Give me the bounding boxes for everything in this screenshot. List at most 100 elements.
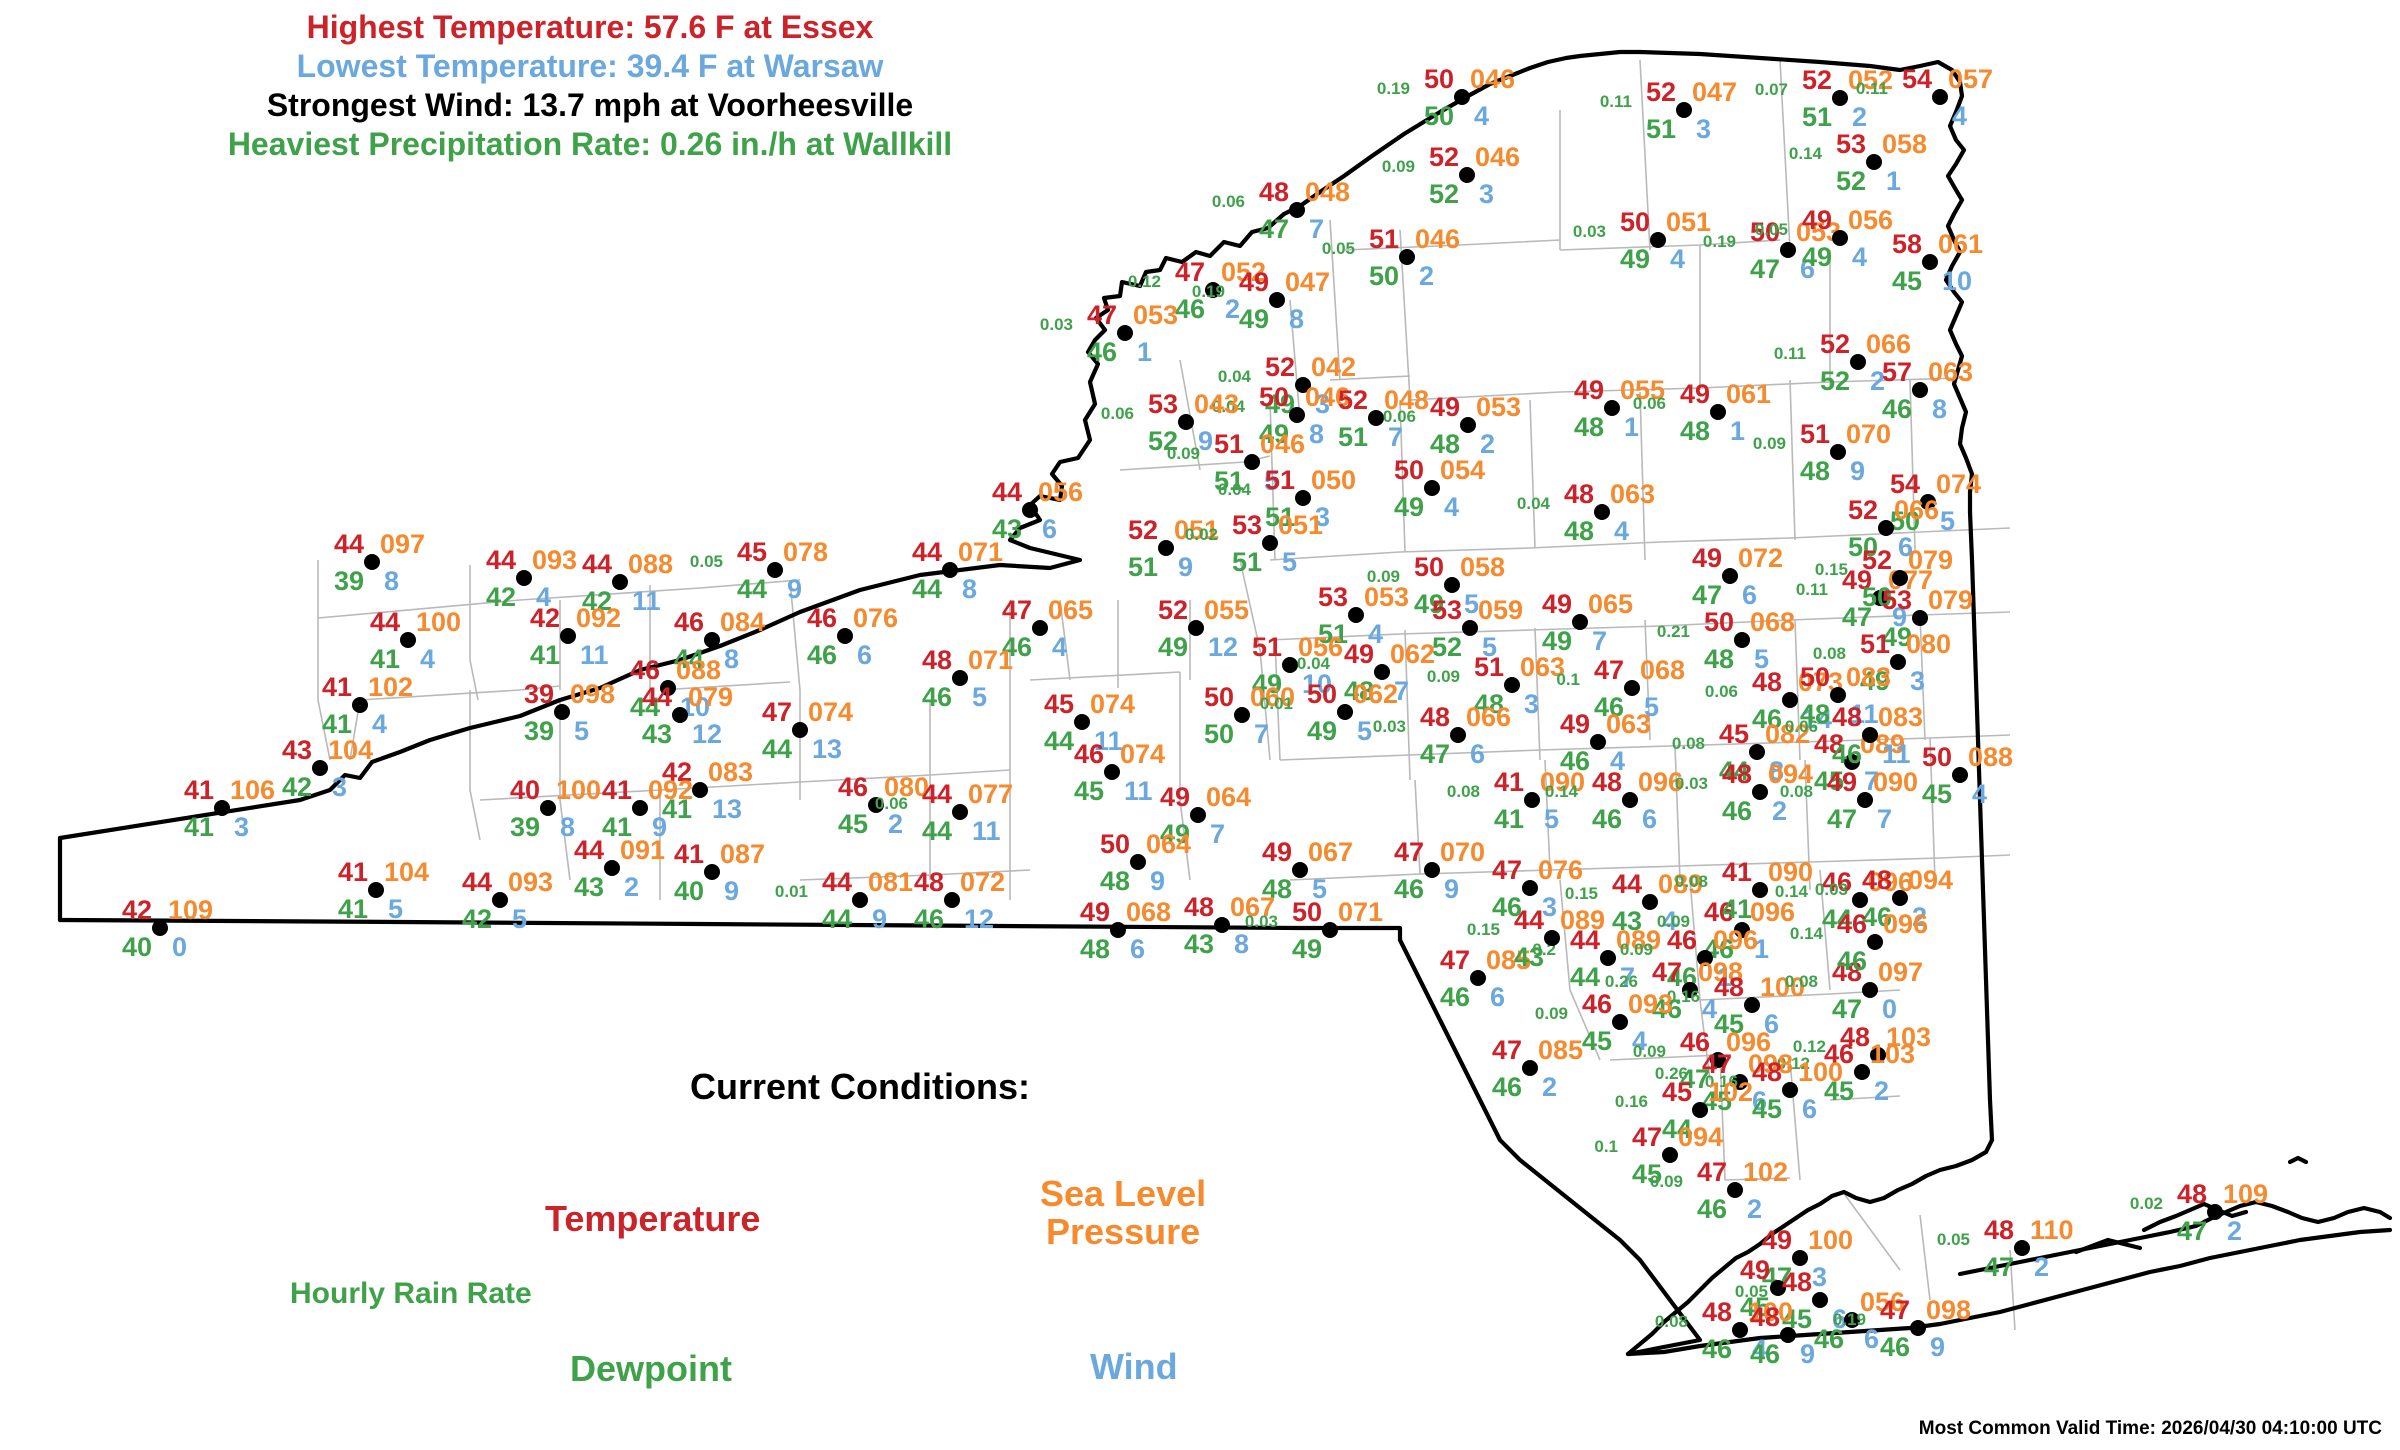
station-rain-rate: 0.06 bbox=[1632, 394, 1666, 413]
station-dot-icon bbox=[1374, 664, 1390, 680]
station-dewpoint: 41 bbox=[321, 709, 352, 739]
station-sea-level-pressure: 042 bbox=[1311, 352, 1357, 382]
station-dewpoint: 50 bbox=[1889, 506, 1920, 536]
station-rain-rate: 0.06 bbox=[1784, 717, 1818, 736]
station-temperature: 48 bbox=[1839, 1022, 1870, 1052]
station-dewpoint: 46 bbox=[921, 682, 952, 712]
station-sea-level-pressure: 074 bbox=[1936, 469, 1982, 499]
station-dot-icon bbox=[1337, 704, 1353, 720]
station-rain-rate: 0.09 bbox=[1752, 434, 1786, 453]
station-temperature: 52 bbox=[1127, 515, 1158, 545]
station-dot-icon bbox=[1662, 1147, 1678, 1163]
station-temperature: 53 bbox=[1317, 582, 1348, 612]
station-dewpoint: 46 bbox=[1651, 994, 1682, 1024]
station-sea-level-pressure: 083 bbox=[1846, 662, 1892, 692]
station-dewpoint: 42 bbox=[461, 904, 492, 934]
station-sea-level-pressure: 102 bbox=[368, 672, 414, 702]
station-rain-rate: 0.09 bbox=[1656, 912, 1690, 931]
station-dot-icon bbox=[604, 860, 620, 876]
station-temperature: 48 bbox=[1831, 702, 1862, 732]
station-dewpoint: 45 bbox=[1631, 1159, 1662, 1189]
station-sea-level-pressure: 046 bbox=[1475, 142, 1521, 172]
headline-block: Highest Temperature: 57.6 F at Essex Low… bbox=[0, 8, 1180, 164]
station-wind: 9 bbox=[1198, 426, 1214, 456]
station-sea-level-pressure: 100 bbox=[1748, 1297, 1794, 1327]
station-dewpoint: 46 bbox=[1491, 892, 1522, 922]
station-dot-icon bbox=[1920, 494, 1936, 510]
station-dot-icon bbox=[1832, 90, 1848, 106]
station-dewpoint: 46 bbox=[1559, 746, 1590, 776]
station-sea-level-pressure: 063 bbox=[1610, 479, 1656, 509]
station-dot-icon bbox=[364, 554, 380, 570]
station-dot-icon bbox=[1289, 407, 1305, 423]
station-sea-level-pressure: 088 bbox=[1968, 742, 2014, 772]
station-dot-icon bbox=[1612, 1014, 1628, 1030]
station-dot-icon bbox=[1295, 377, 1311, 393]
station-dot-icon bbox=[1424, 862, 1440, 878]
station-sea-level-pressure: 089 bbox=[1560, 905, 1606, 935]
station-dot-icon bbox=[1470, 970, 1486, 986]
station-wind: 4 bbox=[1444, 492, 1460, 522]
station-wind: 6 bbox=[1764, 1009, 1780, 1039]
station-sea-level-pressure: 079 bbox=[688, 682, 734, 712]
station-sea-level-pressure: 063 bbox=[1606, 709, 1652, 739]
station-temperature: 47 bbox=[761, 697, 792, 727]
station-temperature: 48 bbox=[1563, 479, 1594, 509]
station-dot-icon bbox=[1399, 249, 1415, 265]
station-sea-level-pressure: 047 bbox=[1692, 77, 1738, 107]
station-sea-level-pressure: 094 bbox=[1768, 759, 1814, 789]
station-rain-rate: 0.19 bbox=[1191, 282, 1225, 301]
station-temperature: 48 bbox=[913, 867, 944, 897]
station-dewpoint: 46 bbox=[1491, 1072, 1522, 1102]
station-wind: 11 bbox=[580, 640, 609, 670]
station-dot-icon bbox=[704, 864, 720, 880]
station-dot-icon bbox=[1158, 540, 1174, 556]
station-temperature: 49 bbox=[1801, 205, 1832, 235]
station-dewpoint: 47 bbox=[1826, 804, 1857, 834]
station-sea-level-pressure: 083 bbox=[708, 757, 754, 787]
station-temperature: 57 bbox=[1881, 357, 1912, 387]
station-sea-level-pressure: 051 bbox=[1278, 510, 1324, 540]
station-temperature: 49 bbox=[1429, 392, 1460, 422]
station-dewpoint: 51 bbox=[1231, 547, 1262, 577]
station-wind: 6 bbox=[1802, 1094, 1818, 1124]
station-rain-rate: 0.19 bbox=[1832, 1310, 1866, 1329]
station-rain-rate: 0.12 bbox=[1792, 1037, 1826, 1056]
station-temperature: 44 bbox=[1513, 905, 1544, 935]
station-rain-rate: 0.11 bbox=[1855, 79, 1888, 98]
station-sea-level-pressure: 100 bbox=[416, 607, 462, 637]
station-temperature: 50 bbox=[1258, 382, 1289, 412]
station-dewpoint: 46 bbox=[1593, 692, 1624, 722]
station-temperature: 46 bbox=[1679, 1027, 1710, 1057]
station-temperature: 52 bbox=[1337, 385, 1368, 415]
station-dewpoint: 49 bbox=[1238, 304, 1269, 334]
station-dewpoint: 47 bbox=[2176, 1216, 2207, 1246]
station-dot-icon bbox=[1752, 882, 1768, 898]
station-wind: 4 bbox=[1972, 779, 1988, 809]
station-dot-icon bbox=[944, 892, 960, 908]
station-dot-icon bbox=[1368, 410, 1384, 426]
station-dot-icon bbox=[1910, 1320, 1926, 1336]
station-sea-level-pressure: 052 bbox=[1221, 257, 1267, 287]
station-dot-icon bbox=[1892, 890, 1908, 906]
station-dot-icon bbox=[1852, 892, 1868, 908]
station-dewpoint: 45 bbox=[1921, 779, 1952, 809]
station-sea-level-pressure: 063 bbox=[1928, 357, 1974, 387]
station-wind: 12 bbox=[964, 904, 995, 934]
station-wind: 7 bbox=[1388, 422, 1404, 452]
station-temperature: 49 bbox=[1238, 267, 1269, 297]
station-rain-rate: 0.08 bbox=[1784, 972, 1818, 991]
state-border bbox=[57, 49, 2393, 1357]
station-rain-rate: 0.08 bbox=[1654, 1312, 1688, 1331]
station-wind: 2 bbox=[1480, 429, 1496, 459]
station-temperature: 41 bbox=[183, 775, 214, 805]
station-dot-icon bbox=[1744, 997, 1760, 1013]
station-wind: 5 bbox=[1754, 644, 1770, 674]
station-temperature: 48 bbox=[1749, 1302, 1780, 1332]
station-sea-level-pressure: 048 bbox=[1384, 385, 1430, 415]
station-dewpoint: 48 bbox=[1099, 866, 1130, 896]
station-temperature: 50 bbox=[1291, 897, 1322, 927]
station-sea-level-pressure: 057 bbox=[1948, 64, 1994, 94]
station-temperature: 44 bbox=[821, 867, 852, 897]
